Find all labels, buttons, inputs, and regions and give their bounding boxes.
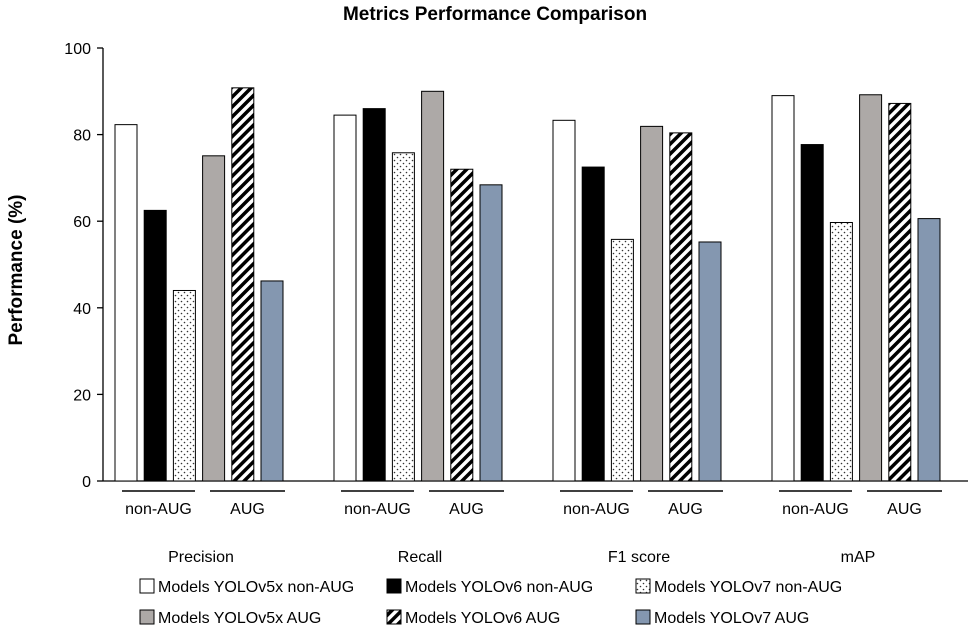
category-label: Recall	[398, 549, 442, 566]
bar	[859, 94, 883, 482]
legend-swatch	[139, 609, 155, 625]
bar	[391, 152, 415, 482]
bar	[362, 108, 386, 482]
bar	[231, 87, 255, 482]
legend-swatch	[635, 578, 651, 594]
bar	[202, 155, 226, 482]
legend-swatch	[635, 609, 651, 625]
bar	[260, 280, 284, 482]
bar	[143, 209, 167, 482]
y-tick-label: 40	[73, 301, 91, 318]
y-tick-label: 60	[73, 214, 91, 231]
subgroup-label: AUG	[230, 501, 265, 518]
subgroup-label: non-AUG	[125, 501, 192, 518]
y-tick-label: 0	[82, 474, 91, 491]
y-tick-label: 100	[64, 41, 91, 58]
category-label: Precision	[168, 549, 234, 566]
subgroup-label: AUG	[449, 501, 484, 518]
legend-swatch	[139, 578, 155, 594]
bar	[888, 102, 912, 482]
category-label: F1 score	[608, 549, 670, 566]
bar	[421, 90, 445, 482]
bar	[450, 168, 474, 482]
bar	[552, 119, 576, 482]
bar	[640, 125, 664, 482]
legend-label: Models YOLOv7 AUG	[654, 610, 809, 627]
legend-label: Models YOLOv5x AUG	[158, 610, 321, 627]
legend-swatch	[386, 609, 402, 625]
y-tick-label: 80	[73, 128, 91, 145]
bar	[333, 114, 357, 482]
subgroup-label: AUG	[887, 501, 922, 518]
group-labels: non-AUG AUG non-AUG AUG non-AUG AUG non-AUG AUG	[122, 490, 942, 518]
bar	[917, 218, 941, 482]
bar	[829, 221, 853, 482]
chart-title: Metrics Performance Comparison	[343, 4, 647, 25]
bar	[610, 238, 634, 482]
subgroup-label: non-AUG	[563, 501, 630, 518]
bar	[669, 132, 693, 482]
bar	[581, 166, 605, 482]
legend-label: Models YOLOv6 AUG	[405, 610, 560, 627]
y-tick-label: 20	[73, 387, 91, 404]
legend-label: Models YOLOv5x non-AUG	[158, 579, 354, 596]
bars	[114, 87, 941, 482]
bar	[114, 124, 138, 482]
bar	[479, 184, 503, 482]
bar	[771, 95, 795, 482]
y-axis-label: Performance (%)	[6, 195, 27, 346]
bar	[800, 144, 824, 482]
bar	[698, 241, 722, 482]
bar	[172, 289, 196, 482]
subgroup-label: non-AUG	[344, 501, 411, 518]
legend: Models YOLOv5x non-AUG Models YOLOv6 non-…	[139, 578, 842, 627]
legend-swatch	[386, 578, 402, 594]
legend-label: Models YOLOv7 non-AUG	[654, 579, 842, 596]
subgroup-label: non-AUG	[782, 501, 849, 518]
category-label: mAP	[841, 549, 876, 566]
legend-label: Models YOLOv6 non-AUG	[405, 579, 593, 596]
subgroup-label: AUG	[668, 501, 703, 518]
category-labels: Precision Recall F1 score mAP	[168, 549, 875, 566]
